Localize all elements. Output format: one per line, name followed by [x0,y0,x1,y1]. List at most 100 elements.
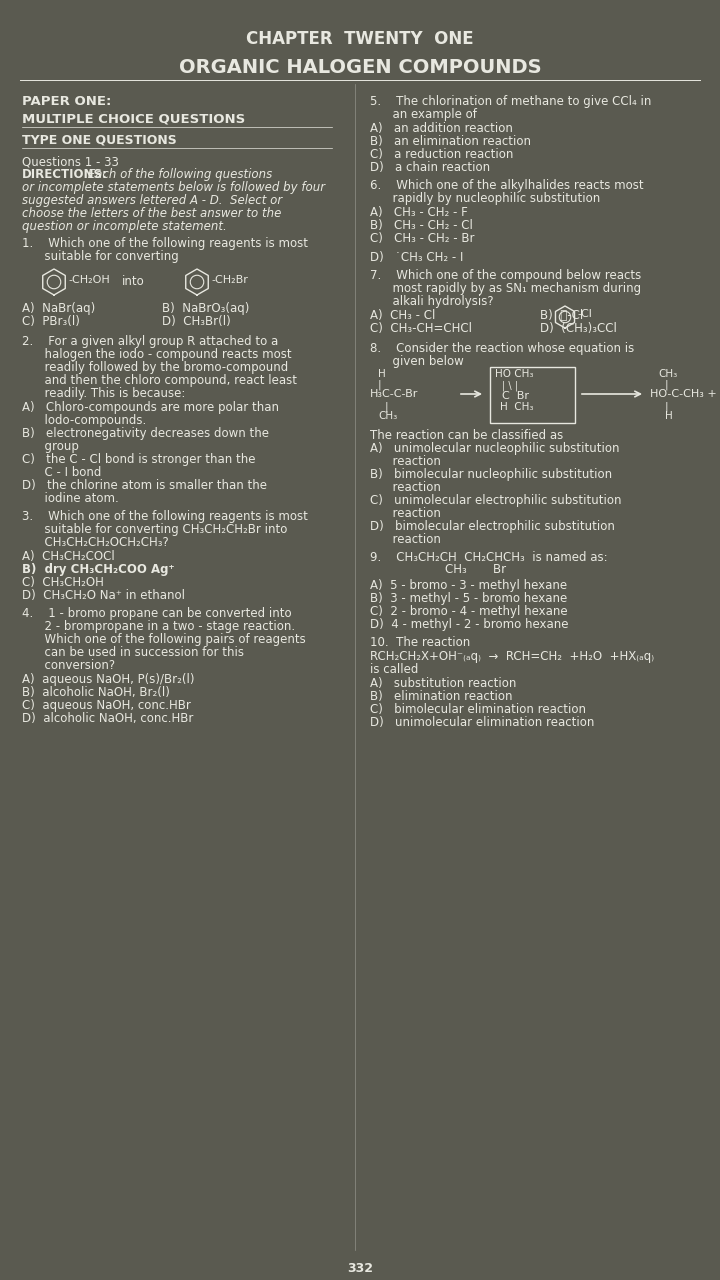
Text: Which one of the following pairs of reagents: Which one of the following pairs of reag… [22,634,306,646]
Text: alkali hydrolysis?: alkali hydrolysis? [370,294,494,308]
Text: B)   bimolecular nucleophilic substitution: B) bimolecular nucleophilic substitution [370,468,612,481]
Text: The reaction can be classified as: The reaction can be classified as [370,429,563,442]
Text: H  CH₃: H CH₃ [500,402,534,412]
Text: D)  alcoholic NaOH, conc.HBr: D) alcoholic NaOH, conc.HBr [22,712,194,724]
Text: HO CH₃: HO CH₃ [495,369,534,379]
Text: |: | [378,379,382,389]
Text: 2 - brompropane in a two - stage reaction.: 2 - brompropane in a two - stage reactio… [22,620,295,634]
Text: |: | [665,401,669,411]
Text: 6.    Which one of the alkylhalides reacts most: 6. Which one of the alkylhalides reacts … [370,179,644,192]
Text: reaction: reaction [370,532,441,547]
Text: 4.    1 - bromo propane can be converted into: 4. 1 - bromo propane can be converted in… [22,607,292,620]
Text: C)   unimolecular electrophilic substitution: C) unimolecular electrophilic substituti… [370,494,621,507]
Text: MULTIPLE CHOICE QUESTIONS: MULTIPLE CHOICE QUESTIONS [22,113,246,125]
Text: suitable for converting: suitable for converting [22,250,179,262]
Text: given below: given below [370,355,464,369]
Text: 1.    Which one of the following reagents is most: 1. Which one of the following reagents i… [22,237,308,250]
Text: C - I bond: C - I bond [22,466,102,479]
Text: 332: 332 [347,1262,373,1275]
Text: A)  5 - bromo - 3 - methyl hexane: A) 5 - bromo - 3 - methyl hexane [370,579,567,591]
Text: A)   substitution reaction: A) substitution reaction [370,677,516,690]
Text: D)  CH₃CH₂O Na⁺ in ethanol: D) CH₃CH₂O Na⁺ in ethanol [22,589,185,602]
Text: D)   ˙CH₃ CH₂ - I: D) ˙CH₃ CH₂ - I [370,251,464,264]
Text: D)  (CH₃)₃CCl: D) (CH₃)₃CCl [540,323,617,335]
Text: reaction: reaction [370,481,441,494]
Text: A)   CH₃ - CH₂ - F: A) CH₃ - CH₂ - F [370,206,468,219]
Text: H: H [665,411,672,421]
Text: D)   unimolecular elimination reaction: D) unimolecular elimination reaction [370,716,595,730]
Text: reaction: reaction [370,454,441,468]
Text: readily followed by the bromo-compound: readily followed by the bromo-compound [22,361,288,374]
Text: D)  4 - methyl - 2 - bromo hexane: D) 4 - methyl - 2 - bromo hexane [370,618,569,631]
Text: |: | [385,401,389,411]
Text: group: group [22,440,79,453]
Text: C)  aqueous NaOH, conc.HBr: C) aqueous NaOH, conc.HBr [22,699,191,712]
Text: B)   an elimination reaction: B) an elimination reaction [370,134,531,148]
Text: halogen the iodo - compound reacts most: halogen the iodo - compound reacts most [22,348,292,361]
Text: and then the chloro compound, react least: and then the chloro compound, react leas… [22,374,297,387]
Text: 7.    Which one of the compound below reacts: 7. Which one of the compound below react… [370,269,642,282]
Text: A)  CH₃CH₂COCl: A) CH₃CH₂COCl [22,550,114,563]
Text: CH₃: CH₃ [658,369,678,379]
Text: C)  CH₃-CH=CHCl: C) CH₃-CH=CHCl [370,323,472,335]
Text: suitable for converting CH₃CH₂CH₂Br into: suitable for converting CH₃CH₂CH₂Br into [22,524,287,536]
Text: Questions 1 - 33: Questions 1 - 33 [22,155,119,168]
Text: can be used in succession for this: can be used in succession for this [22,646,244,659]
Text: question or incomplete statement.: question or incomplete statement. [22,220,227,233]
Text: CH₃: CH₃ [378,411,397,421]
Text: B)  ⓞ-Cl: B) ⓞ-Cl [540,308,583,323]
Text: C)  2 - bromo - 4 - methyl hexane: C) 2 - bromo - 4 - methyl hexane [370,605,567,618]
Text: C)   a reduction reaction: C) a reduction reaction [370,148,513,161]
Text: choose the letters of the best answer to the: choose the letters of the best answer to… [22,207,282,220]
Text: 8.    Consider the reaction whose equation is: 8. Consider the reaction whose equation … [370,342,634,355]
Text: B)  NaBrO₃(aq): B) NaBrO₃(aq) [162,302,249,315]
Text: C)  CH₃CH₂OH: C) CH₃CH₂OH [22,576,104,589]
Text: B)   electronegativity decreases down the: B) electronegativity decreases down the [22,428,269,440]
Text: C)  PBr₃(l): C) PBr₃(l) [22,315,80,328]
Text: 3.    Which one of the following reagents is most: 3. Which one of the following reagents i… [22,509,308,524]
Text: is called: is called [370,663,418,676]
Text: CHAPTER  TWENTY  ONE: CHAPTER TWENTY ONE [246,29,474,49]
Text: A)  NaBr(aq): A) NaBr(aq) [22,302,95,315]
Bar [490,367,575,422]
Text: B)  alcoholic NaOH, Br₂(l): B) alcoholic NaOH, Br₂(l) [22,686,170,699]
Text: 5.    The chlorination of methane to give CCl₄ in: 5. The chlorination of methane to give C… [370,95,652,108]
Text: B)  3 - methyl - 5 - bromo hexane: B) 3 - methyl - 5 - bromo hexane [370,591,567,605]
Text: 10.  The reaction: 10. The reaction [370,636,470,649]
Text: A)   Chloro-compounds are more polar than: A) Chloro-compounds are more polar than [22,401,279,413]
Text: lodo-compounds.: lodo-compounds. [22,413,146,428]
Text: H₃C-C-Br: H₃C-C-Br [370,389,418,399]
Text: ORGANIC HALOGEN COMPOUNDS: ORGANIC HALOGEN COMPOUNDS [179,58,541,77]
Text: TYPE ONE QUESTIONS: TYPE ONE QUESTIONS [22,133,176,146]
Text: readily. This is because:: readily. This is because: [22,387,185,401]
Text: -CH₂Br: -CH₂Br [211,275,248,285]
Text: into: into [122,275,145,288]
Text: CH₃       Br: CH₃ Br [445,563,506,576]
Text: conversion?: conversion? [22,659,115,672]
Text: RCH₂CH₂X+OH⁻₍ₐq₎  →  RCH=CH₂  +H₂O  +HX₍ₐq₎: RCH₂CH₂X+OH⁻₍ₐq₎ → RCH=CH₂ +H₂O +HX₍ₐq₎ [370,650,654,663]
Text: A)  aqueous NaOH, P(s)/Br₂(l): A) aqueous NaOH, P(s)/Br₂(l) [22,673,194,686]
Text: HO-C-CH₃ + Br: HO-C-CH₃ + Br [650,389,720,399]
Text: rapidly by nucleophilic substitution: rapidly by nucleophilic substitution [370,192,600,205]
Text: D)   the chlorine atom is smaller than the: D) the chlorine atom is smaller than the [22,479,267,492]
Text: suggested answers lettered A - D.  Select or: suggested answers lettered A - D. Select… [22,195,282,207]
Text: B)   elimination reaction: B) elimination reaction [370,690,513,703]
Text: or incomplete statements below is followed by four: or incomplete statements below is follow… [22,180,325,195]
Text: -Cl: -Cl [577,308,592,319]
Text: most rapidly by as SN₁ mechanism during: most rapidly by as SN₁ mechanism during [370,282,641,294]
Text: D)   bimolecular electrophilic substitution: D) bimolecular electrophilic substitutio… [370,520,615,532]
Text: A)  CH₃ - Cl: A) CH₃ - Cl [370,308,436,323]
Text: D)  CH₃Br(l): D) CH₃Br(l) [162,315,230,328]
Text: D)   a chain reaction: D) a chain reaction [370,161,490,174]
Text: C)   bimolecular elimination reaction: C) bimolecular elimination reaction [370,703,586,716]
Text: C)   the C - Cl bond is stronger than the: C) the C - Cl bond is stronger than the [22,453,256,466]
Text: | \ |: | \ | [502,380,518,390]
Text: C  Br: C Br [495,390,529,401]
Text: H: H [378,369,386,379]
Text: reaction: reaction [370,507,441,520]
Text: DIRECTIONS:: DIRECTIONS: [22,168,108,180]
Text: A)   an addition reaction: A) an addition reaction [370,122,513,134]
Text: -CH₂OH: -CH₂OH [68,275,109,285]
Text: 9.    CH₃CH₂CH  CH₂CHCH₃  is named as:: 9. CH₃CH₂CH CH₂CHCH₃ is named as: [370,550,608,564]
Text: B)  dry CH₃CH₂COO Ag⁺: B) dry CH₃CH₂COO Ag⁺ [22,563,175,576]
